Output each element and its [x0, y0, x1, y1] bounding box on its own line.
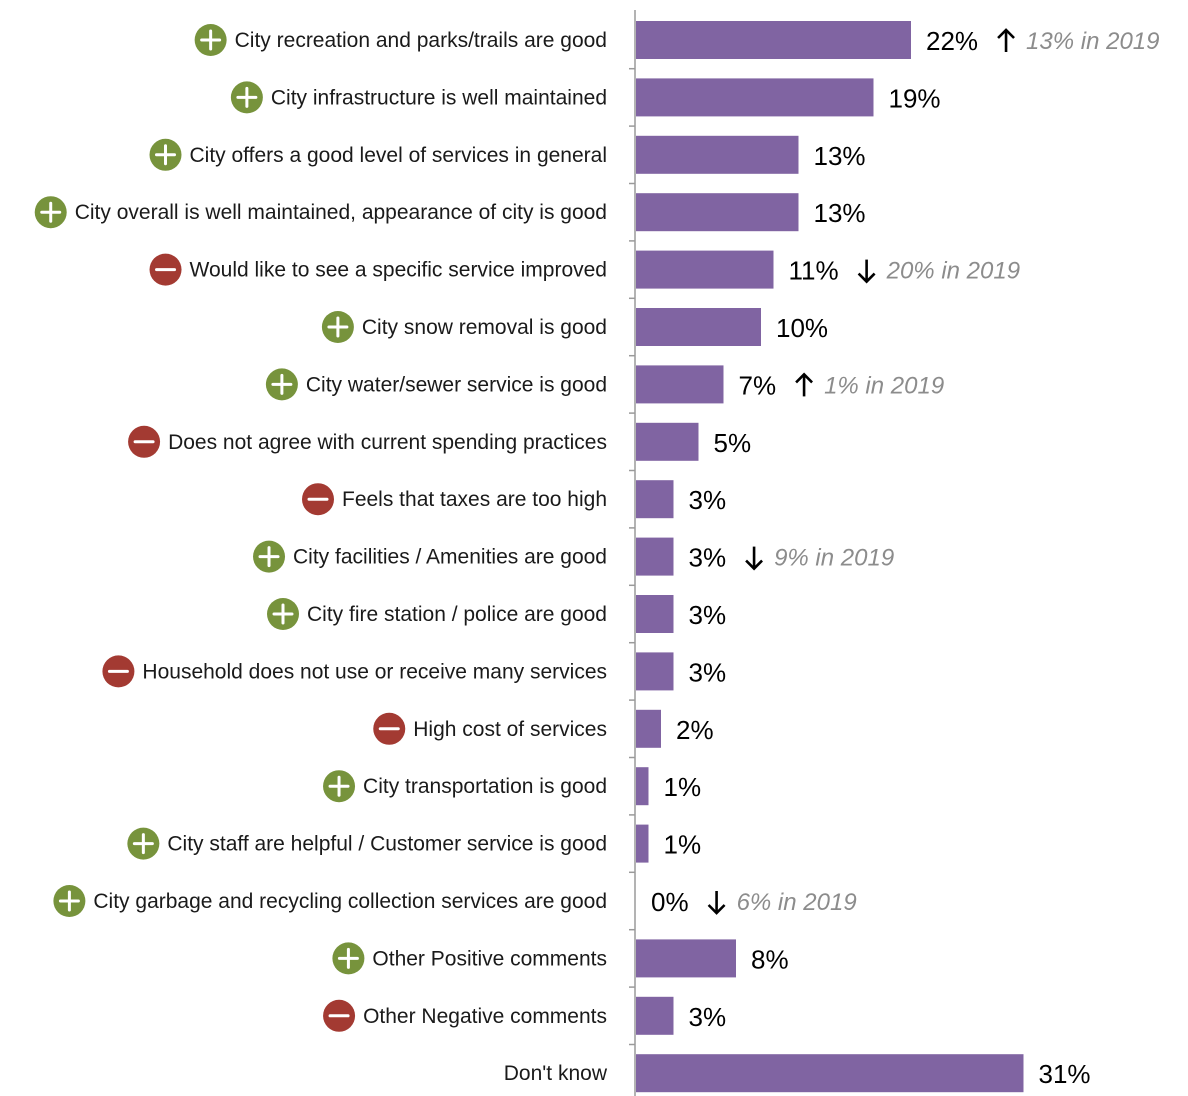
comparison-label: 9% in 2019	[774, 545, 894, 572]
bar	[636, 1054, 1024, 1093]
category-label: City water/sewer service is good	[306, 373, 607, 396]
arrow-down-icon	[745, 546, 763, 571]
category-label: Other Negative comments	[363, 1005, 607, 1028]
category-label: Don't know	[504, 1062, 608, 1085]
plus-circle-icon	[230, 81, 263, 114]
value-label: 7%	[739, 370, 777, 400]
value-label: 1%	[664, 830, 702, 860]
category-label: City facilities / Amenities are good	[293, 546, 607, 569]
value-label: 3%	[689, 543, 727, 573]
minus-circle-icon	[373, 712, 406, 745]
value-label: 11%	[789, 256, 839, 286]
category-label: High cost of services	[413, 718, 607, 741]
value-label: 3%	[689, 485, 727, 515]
bar	[636, 709, 661, 748]
plus-circle-icon	[332, 942, 365, 975]
category-label: Household does not use or receive many s…	[142, 660, 607, 683]
minus-circle-icon	[128, 425, 161, 458]
value-label: 22%	[926, 26, 978, 56]
bar	[636, 250, 774, 289]
value-label: 13%	[814, 141, 866, 171]
minus-circle-icon	[102, 655, 135, 688]
comparison-label: 13% in 2019	[1026, 28, 1159, 55]
category-label: City fire station / police are good	[307, 603, 607, 626]
bar	[636, 365, 724, 404]
plus-circle-icon	[149, 138, 182, 171]
bar	[636, 939, 736, 978]
bar	[636, 78, 874, 117]
bar	[636, 996, 674, 1035]
comparison-label: 20% in 2019	[886, 258, 1020, 285]
value-label: 2%	[676, 715, 714, 745]
category-label: City infrastructure is well maintained	[271, 86, 607, 109]
plus-circle-icon	[321, 311, 354, 343]
category-label: Does not agree with current spending pra…	[168, 431, 607, 454]
comparison-label: 1% in 2019	[824, 372, 944, 399]
plus-circle-icon	[34, 196, 67, 229]
bar	[636, 21, 911, 59]
plus-circle-icon	[267, 598, 299, 630]
category-label: Feels that taxes are too high	[342, 488, 607, 511]
arrow-down-icon	[707, 891, 726, 915]
bar	[636, 480, 674, 519]
arrow-up-icon	[997, 28, 1015, 52]
value-label: 0%	[651, 887, 689, 917]
chart-rows: City recreation and parks/trails are goo…	[34, 21, 1160, 1093]
value-label: 13%	[814, 198, 866, 228]
plus-circle-icon	[194, 24, 227, 56]
value-label: 3%	[689, 657, 727, 687]
value-label: 8%	[751, 944, 789, 974]
value-label: 10%	[776, 313, 828, 343]
value-label: 5%	[714, 428, 752, 458]
category-label: City snow removal is good	[362, 316, 607, 339]
bar	[636, 595, 674, 633]
value-label: 31%	[1039, 1059, 1091, 1089]
arrow-down-icon	[857, 259, 876, 284]
category-label: City recreation and parks/trails are goo…	[235, 29, 607, 52]
bar	[636, 824, 649, 863]
minus-circle-icon	[302, 483, 334, 516]
bar	[636, 652, 674, 691]
plus-circle-icon	[253, 540, 286, 573]
plus-circle-icon	[53, 885, 86, 917]
bar	[636, 193, 799, 232]
value-label: 3%	[689, 1002, 727, 1032]
value-label: 3%	[689, 600, 727, 630]
category-label: City garbage and recycling collection se…	[93, 890, 607, 913]
category-label: City transportation is good	[363, 775, 607, 798]
category-label: City staff are helpful / Customer servic…	[167, 833, 607, 856]
category-label: City overall is well maintained, appeara…	[75, 201, 607, 224]
value-label: 1%	[664, 772, 702, 802]
category-label: City offers a good level of services in …	[190, 144, 608, 167]
minus-circle-icon	[149, 253, 182, 286]
arrow-up-icon	[795, 372, 813, 397]
plus-circle-icon	[127, 827, 160, 860]
value-label: 19%	[889, 83, 941, 113]
bar	[636, 135, 799, 174]
plus-circle-icon	[265, 368, 298, 401]
bar	[636, 767, 649, 806]
bar	[636, 537, 674, 576]
comparison-label: 6% in 2019	[737, 889, 857, 916]
bar	[636, 422, 699, 461]
bar	[636, 308, 761, 346]
category-label: Other Positive comments	[372, 947, 607, 970]
category-label: Would like to see a specific service imp…	[190, 259, 607, 282]
minus-circle-icon	[323, 999, 356, 1032]
plus-circle-icon	[323, 770, 356, 803]
